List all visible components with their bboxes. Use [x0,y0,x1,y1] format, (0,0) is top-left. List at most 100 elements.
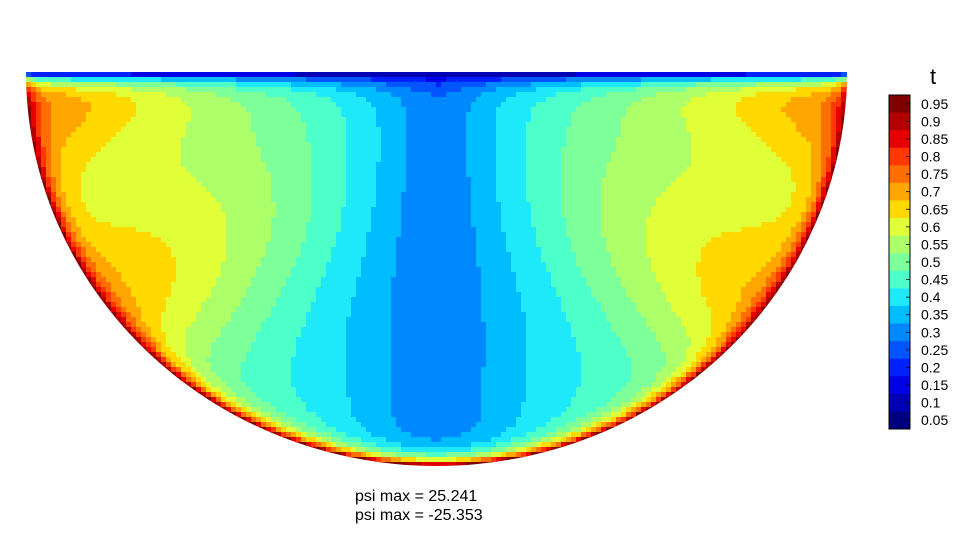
contour-cell [346,372,392,378]
colorbar-tick-label: 0.2 [921,359,941,375]
contour-cell [171,282,217,288]
contour-cell [831,107,837,113]
contour-cell [401,102,472,108]
contour-cell [776,152,812,158]
contour-cell [71,77,162,83]
contour-cell [496,442,512,448]
contour-cell [606,402,622,408]
contour-cell [351,447,357,453]
contour-cell [731,312,742,318]
contour-cell [371,207,402,213]
colorbar-tick-label: 0.1 [921,395,941,411]
contour-cell [811,152,822,158]
contour-cell [516,92,557,98]
contour-cell [121,312,127,318]
contour-cell [61,222,67,228]
contour-cell [471,212,502,218]
contour-cell [51,112,87,118]
contour-cell [271,227,307,233]
contour-cell [116,292,132,298]
colorbar-swatch [889,235,910,254]
contour-cell [96,272,102,278]
contour-cell [736,322,742,328]
contour-cell [561,177,602,183]
contour-cell [741,327,747,333]
contour-cell [41,112,52,118]
contour-cell [411,87,462,93]
contour-cell [161,357,167,363]
contour-cell [471,187,497,193]
contour-cell [56,177,62,183]
contour-cell [301,247,332,253]
contour-cell [776,252,787,258]
contour-cell [836,107,842,113]
contour-cell [136,102,187,108]
contour-cell [306,312,352,318]
contour-cell [761,287,767,293]
contour-cell [281,287,317,293]
contour-cell [676,377,682,383]
contour-cell [76,257,82,263]
contour-cell [811,147,822,153]
contour-cell [821,147,832,153]
contour-cell [516,452,522,458]
contour-cell [811,162,822,168]
contour-cell [471,207,502,213]
contour-cell [686,352,697,358]
contour-cell [661,287,702,293]
contour-cell [676,367,687,373]
contour-cell [196,387,202,393]
colorbar-swatch [889,130,910,149]
contour-cell [376,117,407,123]
contour-cell [401,217,472,223]
contour-cell [41,177,47,183]
contour-cell [666,297,707,303]
contour-cell [601,207,652,213]
contour-cell [191,377,197,383]
contour-cell [346,117,377,123]
contour-cell [691,157,782,163]
contour-cell [251,342,297,348]
contour-cell [96,217,227,223]
contour-cell [281,427,287,433]
contour-cell [396,257,477,263]
contour-cell [611,157,692,163]
contour-cell [51,187,57,193]
contour-cell [291,82,342,88]
contour-cell [306,237,337,243]
contour-cell [261,262,297,268]
contour-cell [616,422,622,428]
contour-cell [786,257,792,263]
contour-cell [361,437,387,443]
contour-cell [346,377,392,383]
contour-cell [346,387,392,393]
contour-cell [571,117,622,123]
contour-cell [226,227,272,233]
contour-cell [616,392,637,398]
contour-cell [716,337,727,343]
contour-cell [181,152,262,158]
contour-cell [406,167,467,173]
contour-cell [231,317,267,323]
contour-cell [601,422,607,428]
contour-cell [526,447,532,453]
contour-cell [601,177,677,183]
contour-cell [601,212,652,218]
contour-cell [731,332,737,338]
contour-cell [341,112,377,118]
contour-cell [516,272,552,278]
contour-cell [316,297,352,303]
contour-cell [381,157,407,163]
contour-cell [36,117,42,123]
contour-cell [586,432,592,438]
contour-cell [366,232,402,238]
contour-cell [641,82,697,88]
contour-cell [841,107,847,113]
contour-cell [616,142,692,148]
contour-cell [561,302,602,308]
contour-cell [696,262,767,268]
contour-cell [176,362,187,368]
contour-cell [241,407,247,413]
contour-cell [561,212,602,218]
contour-cell [246,292,282,298]
